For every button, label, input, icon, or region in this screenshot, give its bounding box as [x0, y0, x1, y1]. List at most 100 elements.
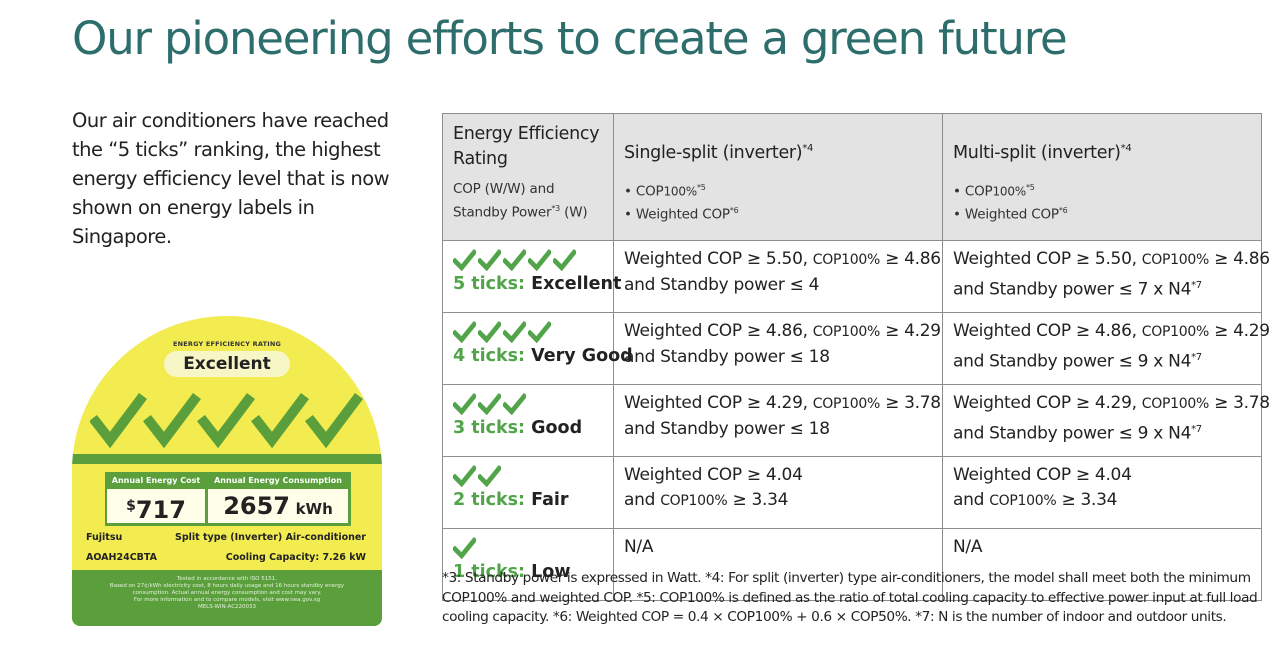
seg: ≥ 4.29 — [1208, 321, 1270, 341]
check-mark-icon — [453, 464, 476, 488]
label-rating-heading: ENERGY EFFICIENCY RATING — [173, 340, 281, 348]
seg: Weighted COP ≥ 5.50, — [624, 249, 813, 269]
multi-line-2: and Standby power ≤ 9 x N4*7 — [953, 417, 1251, 447]
tick-icons — [453, 535, 603, 561]
tick-icons — [453, 247, 603, 273]
bullet-cop-small: 100% — [663, 184, 697, 199]
check-mark-icon — [453, 536, 476, 560]
rating-name: Fair — [531, 490, 569, 510]
single-line-1: Weighted COP ≥ 4.86, COP100% ≥ 4.29 — [624, 319, 941, 345]
rating-label: 3 ticks: Good — [453, 417, 603, 439]
seg: ≥ 3.78 — [879, 393, 941, 413]
label-band — [72, 454, 382, 464]
multi-line-1: N/A — [953, 537, 983, 557]
check-mark-icon — [503, 392, 526, 416]
single-split-cell: Weighted COP ≥ 4.29, COP100% ≥ 3.78 and … — [613, 384, 943, 457]
seg: Weighted COP ≥ 4.29, — [953, 393, 1142, 413]
label-cost-heading: Annual Energy Cost — [111, 476, 201, 485]
header-single-split: Single-split (inverter)*4 • COP100%*5 • … — [613, 113, 943, 241]
tick-count-label: 1 ticks: — [453, 562, 526, 582]
bullet-cop: • COP — [624, 183, 664, 200]
check-mark-path — [478, 248, 501, 272]
table-row: 3 ticks: Good Weighted COP ≥ 4.29, COP10… — [442, 384, 1270, 457]
check-mark-path — [553, 248, 576, 272]
header-single-title: Single-split (inverter)*4 — [624, 136, 932, 166]
label-consumption-number: 2657 — [223, 492, 290, 520]
rating-cell: 4 ticks: Very Good — [442, 312, 633, 385]
seg: ≥ 4.29 — [879, 321, 941, 341]
seg-cop: COP100% — [812, 252, 880, 268]
bullet-cop-small: 100% — [992, 184, 1026, 199]
label-brand: Fujitsu — [86, 532, 123, 543]
single-split-cell: Weighted COP ≥ 5.50, COP100% ≥ 4.86 and … — [613, 240, 943, 313]
seg: ≥ 4.86 — [879, 249, 941, 269]
check-mark-path — [453, 464, 476, 488]
table-row: 1 ticks: Low N/A N/A — [442, 528, 1262, 601]
tick-icons — [453, 319, 603, 345]
multi-line-1: Weighted COP ≥ 4.04 — [953, 465, 1132, 485]
label-ticks-icon — [88, 393, 363, 449]
bullet-cop-sup: *5 — [696, 182, 706, 192]
label-cost-number: 717 — [135, 496, 186, 524]
seg: ≥ 3.34 — [1056, 490, 1118, 510]
bullet-weighted: • Weighted COP — [624, 206, 730, 223]
check-mark-icon — [478, 320, 501, 344]
single-line-1: N/A — [624, 537, 654, 557]
header-multi-sup: *4 — [1120, 143, 1132, 154]
seg: Weighted COP ≥ 5.50, — [953, 249, 1142, 269]
check-mark-icon — [553, 248, 576, 272]
intro-text: Our air conditioners have reached the “5… — [72, 109, 390, 248]
seg-cop: COP100% — [1141, 252, 1209, 268]
bullet-weighted-sup: *6 — [729, 206, 739, 216]
bullet-cop: • COP — [953, 183, 993, 200]
bullet-weighted: • Weighted COP — [953, 206, 1059, 223]
rating-cell: 2 ticks: Fair — [442, 456, 614, 529]
header-single-label: Single-split (inverter) — [624, 142, 803, 163]
single-line-2: and Standby power ≤ 18 — [624, 419, 830, 439]
label-footer-line: For more information and to compare mode… — [133, 597, 321, 603]
seg: and Standby power ≤ 9 x N4 — [953, 351, 1192, 372]
tick-count-label: 2 ticks: — [453, 490, 526, 510]
check-mark-path — [478, 464, 501, 488]
energy-label-image: ENERGY EFFICIENCY RATING Excellent Annua… — [72, 316, 382, 626]
check-mark-path — [453, 248, 476, 272]
multi-split-cell: N/A — [942, 528, 1262, 601]
seg: and — [953, 490, 990, 510]
check-mark-icon — [88, 393, 147, 449]
multi-split-cell: Weighted COP ≥ 4.04 and COP100% ≥ 3.34 — [942, 456, 1262, 529]
multi-line-2: and Standby power ≤ 9 x N4*7 — [953, 345, 1251, 375]
single-line-2: and Standby power ≤ 4 — [624, 275, 820, 295]
header-multi-label: Multi-split (inverter) — [953, 142, 1121, 163]
rating-name: Low — [531, 562, 571, 582]
header-rating-sub-a: COP (W/W) and — [453, 181, 555, 197]
label-cost-symbol: $ — [126, 498, 136, 514]
check-mark-path — [503, 320, 526, 344]
check-mark-path — [478, 392, 501, 416]
check-mark-icon — [304, 393, 363, 449]
label-consumption-unit: kWh — [295, 500, 333, 518]
seg: Weighted COP ≥ 4.86, — [953, 321, 1142, 341]
multi-line-1: Weighted COP ≥ 4.29, COP100% ≥ 3.78 — [953, 391, 1270, 417]
label-footer-line: MELS-WIN-AC220033 — [197, 604, 257, 610]
header-rating-sub-sup: *3 — [551, 204, 561, 213]
bullet-cop-sup: *5 — [1025, 182, 1035, 192]
seg-cop: COP100% — [1141, 324, 1209, 340]
table-row: 4 ticks: Very Good Weighted COP ≥ 4.86, … — [442, 312, 1270, 385]
label-cooling-capacity: Cooling Capacity: 7.26 kW — [225, 552, 366, 563]
seg-sup: *7 — [1191, 352, 1202, 363]
label-footer-line: consumption. Actual annual energy consum… — [132, 590, 322, 596]
check-mark-icon — [528, 320, 551, 344]
label-ticks — [88, 392, 364, 450]
check-mark-path — [528, 248, 551, 272]
header-rating-sub-b: Standby Power — [453, 204, 552, 221]
check-mark-icon — [453, 248, 476, 272]
check-mark-path — [453, 392, 476, 416]
single-split-cell: N/A — [613, 528, 943, 601]
rating-name: Good — [531, 418, 583, 438]
page-title: Our pioneering efforts to create a green… — [72, 12, 1068, 65]
rating-cell: 1 ticks: Low — [442, 528, 614, 601]
check-mark-icon — [142, 393, 201, 449]
label-energy-box: Annual Energy Cost Annual Energy Consump… — [105, 472, 351, 526]
label-footer: Tested in accordance with ISO 5151. Base… — [72, 570, 382, 626]
rating-label: 1 ticks: Low — [453, 561, 603, 583]
